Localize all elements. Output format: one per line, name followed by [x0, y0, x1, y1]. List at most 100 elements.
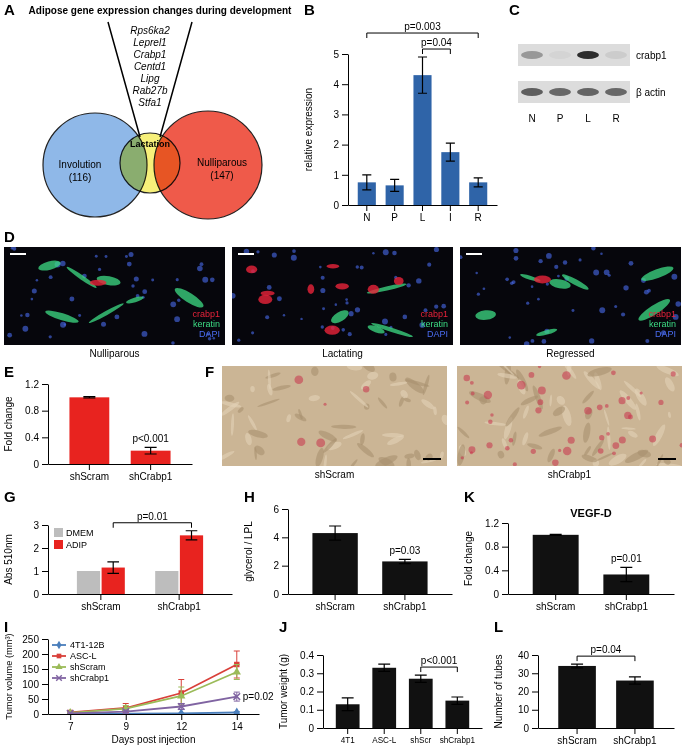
lipid-stain: [538, 387, 546, 395]
tick: P: [391, 205, 398, 223]
tick-label: 0.8: [485, 541, 499, 552]
nucleus: [49, 275, 53, 279]
cell-texture: [382, 433, 404, 438]
tick: shCrabp1: [129, 464, 173, 482]
tick: 14: [232, 714, 244, 732]
tick: 1.2: [485, 518, 508, 529]
keratin-signal: [475, 309, 497, 321]
tick-mark: [126, 714, 127, 720]
cell-texture: [366, 371, 379, 381]
tick-label: 0.1: [300, 704, 314, 715]
nucleus: [321, 325, 324, 328]
error-bar: [329, 526, 341, 540]
band-label: β actin: [636, 87, 666, 98]
nucleus: [578, 258, 581, 261]
tick-mark: [502, 570, 508, 571]
cell-texture: [468, 389, 493, 406]
blot-band: [549, 51, 571, 59]
nucleus: [177, 299, 180, 302]
nucleus: [176, 278, 179, 281]
axis-line: [49, 594, 233, 595]
tick-mark: [42, 571, 48, 572]
nucleus: [355, 307, 360, 312]
nucleus: [593, 270, 599, 276]
keratin-signal: [536, 327, 558, 337]
nucleus: [600, 253, 603, 256]
tick-mark: [342, 175, 348, 176]
x-axis: 4T1ASC-LshScrshCrabp1: [324, 728, 483, 745]
keratin-signal: [329, 307, 351, 325]
tick-label: shScram: [315, 601, 354, 612]
tick-label: 0.8: [25, 405, 39, 416]
micrograph: crabp1keratinDAPI: [459, 246, 681, 347]
tick: 30: [518, 668, 538, 679]
tick-label: shScram: [536, 601, 575, 612]
cell-texture: [581, 453, 598, 464]
tick-mark: [634, 728, 635, 734]
tick-mark: [42, 411, 48, 412]
cell-texture: [308, 394, 320, 402]
tick-mark: [532, 673, 538, 674]
image-legend: DAPI: [199, 329, 220, 339]
tick-mark: [394, 205, 395, 211]
axis-title: Number of tubes: [493, 655, 504, 729]
nucleus: [267, 285, 272, 290]
nucleus: [441, 304, 446, 309]
crabp1-signal: [335, 283, 348, 289]
bar: [409, 679, 433, 728]
tick-mark: [532, 655, 538, 656]
tick: shScram: [81, 594, 120, 612]
tick: 7: [68, 714, 74, 732]
nucleus: [20, 314, 23, 317]
band-label: crabp1: [636, 50, 667, 61]
tick-label: 0.4: [485, 565, 499, 576]
tick: 20: [518, 686, 538, 697]
cell-texture: [497, 372, 518, 380]
axis-line: [48, 385, 49, 465]
error-bar: [550, 534, 562, 535]
nucleus: [345, 298, 348, 301]
cell-texture: [618, 388, 639, 411]
axis-line: [288, 510, 289, 595]
crabp1-signal: [368, 285, 379, 294]
error-bar: [178, 704, 184, 710]
axis-title: Tumor volume (mm³): [4, 633, 14, 719]
nucleus: [483, 287, 486, 290]
image-caption: shCrabp1: [548, 469, 592, 480]
tick: 0: [308, 723, 323, 734]
tick-mark: [317, 710, 323, 711]
tick-label: 6: [273, 504, 279, 515]
tick-label: shCrabp1: [613, 735, 657, 746]
gene-label: Rps6ka2: [130, 25, 170, 36]
tick-label: I: [449, 212, 452, 223]
x-axis: NPLIR: [349, 205, 498, 223]
cell-texture: [549, 394, 552, 406]
marks: [66, 651, 241, 714]
cell-texture: [389, 372, 397, 382]
tick-mark: [282, 594, 288, 595]
tick-mark: [478, 205, 479, 211]
blot-band: [521, 88, 543, 96]
tick: 40: [518, 650, 538, 661]
bracket: [577, 656, 635, 661]
error-bar: [107, 562, 119, 574]
chart-title: VEGF-D: [570, 507, 612, 519]
tick-label: shScram: [557, 735, 596, 746]
blot-strip: [518, 44, 630, 66]
nucleus: [384, 333, 387, 336]
marks: [558, 664, 653, 728]
tick-mark: [179, 594, 180, 600]
tick-mark: [89, 464, 90, 470]
cell-texture: [222, 400, 241, 417]
tick-label: 2: [273, 560, 279, 571]
gene-label: Centd1: [134, 61, 166, 72]
crabp1-signal: [534, 276, 551, 284]
cell-texture: [591, 438, 606, 457]
tick: shScram: [315, 594, 354, 612]
nucleus: [546, 253, 552, 259]
scale-bar: [658, 458, 676, 460]
cell-texture: [349, 390, 369, 409]
nucleus: [322, 307, 325, 310]
tick-label: 250: [22, 634, 39, 645]
y-axis: 012345: [333, 49, 348, 211]
